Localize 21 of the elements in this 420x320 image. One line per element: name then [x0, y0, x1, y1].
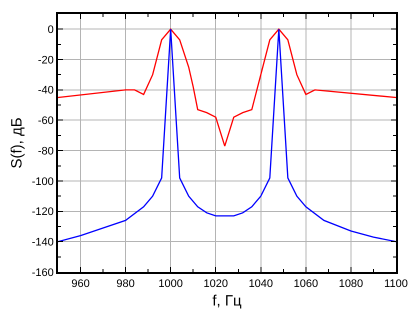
y-tick-label: -40 [38, 84, 54, 97]
x-tick-label: 1060 [294, 278, 318, 290]
y-axis-title: S(f), дБ [8, 117, 26, 169]
line-series [58, 28, 396, 242]
y-tick-label: -20 [38, 54, 54, 66]
y-tick-label: -100 [32, 176, 54, 188]
line-series [58, 28, 396, 147]
y-tick-label: -60 [38, 115, 54, 128]
x-tick-label: 1000 [158, 278, 183, 290]
x-tick-label: 980 [116, 278, 135, 290]
y-tick-label: -140 [32, 236, 54, 248]
x-tick-label: 1100 [384, 278, 408, 290]
y-tick-label: -160 [32, 266, 54, 279]
x-axis-title: f, Гц [212, 292, 242, 310]
x-tick-label: 960 [71, 278, 90, 290]
x-tick-label: 1080 [338, 278, 364, 290]
x-tick-label: 1020 [203, 278, 228, 290]
y-tick-label: -120 [32, 206, 54, 218]
y-tick-label: 0 [48, 24, 54, 36]
x-tick-label: 1040 [248, 278, 274, 290]
y-tick-label: -80 [38, 145, 54, 158]
